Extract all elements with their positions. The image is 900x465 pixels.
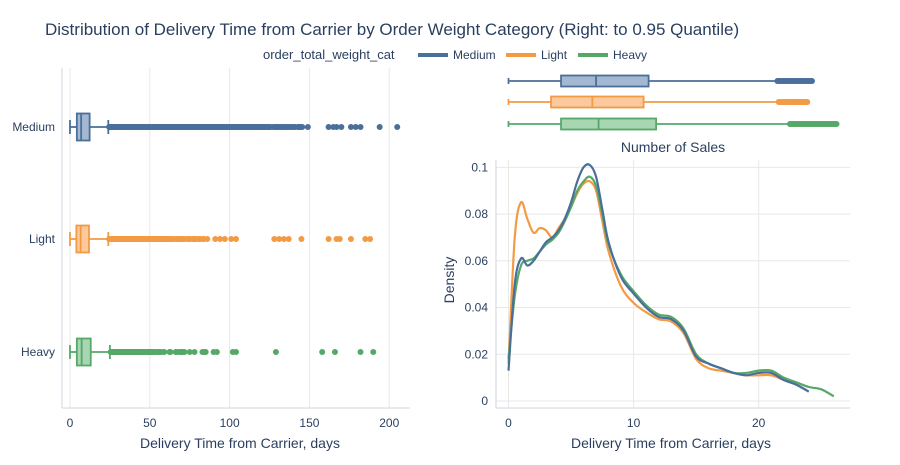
outlier-point [357,349,364,355]
y-tick-label: 0.08 [465,207,489,221]
outlier-point [204,236,211,242]
outlier-point [376,124,383,130]
outlier-point [233,349,239,355]
outlier-point [370,349,377,355]
x-tick-label: 0 [67,416,74,430]
outlier-point [272,349,279,355]
outlier-point [336,236,343,242]
outlier-point [285,236,292,242]
y-axis-title: Density [441,257,457,304]
outlier-point [367,236,374,242]
outlier-point [347,124,354,130]
marginal-box-heavy [507,117,840,131]
outlier-point [181,349,188,355]
y-tick-label: Medium [12,120,55,134]
subplot-title: Number of Sales [621,139,725,155]
legend-label: Light [541,48,568,62]
outlier-point [325,236,332,242]
chart-title: Distribution of Delivery Time from Carri… [45,20,739,39]
marginal-box-plot-panel [507,74,840,131]
legend-title: order_total_weight_cat [263,47,395,62]
y-tick-label: Heavy [21,345,55,359]
legend-item-light[interactable]: Light [506,48,568,62]
x-axis-title: Delivery Time from Carrier, days [571,435,771,451]
y-tick-label: 0.04 [465,301,489,315]
outlier-point [304,124,311,130]
iqr-box [75,224,90,254]
y-tick-label: Light [29,232,56,246]
marginal-box-medium [507,74,815,88]
iqr-box [560,74,650,88]
x-tick-label: 150 [299,416,319,430]
x-tick-label: 0 [505,416,512,430]
legend[interactable]: order_total_weight_cat Medium Light Heavy [263,47,647,62]
iqr-box [560,117,658,131]
outlier-point [186,349,193,355]
outlier-point [808,78,815,84]
outlier-point [338,124,345,130]
outlier-point [804,99,811,105]
y-tick-label: 0 [481,394,488,408]
density-line-medium [507,163,810,393]
outlier-point [161,349,168,355]
x-tick-label: 50 [143,416,157,430]
outlier-point [276,236,283,242]
outlier-point [202,349,209,355]
outlier-point [298,236,305,242]
y-tick-label: 0.02 [465,347,489,361]
legend-item-heavy[interactable]: Heavy [578,48,647,62]
x-tick-label: 100 [220,416,240,430]
outlier-point [833,121,840,127]
box-light: Light [29,224,374,254]
y-tick-label: 0.1 [471,160,488,174]
outlier-point [362,236,369,242]
outlier-point [280,236,287,242]
outlier-point [167,349,174,355]
box-heavy: Heavy [21,337,377,367]
legend-label: Heavy [613,48,647,62]
iqr-box [75,112,91,142]
outlier-point [221,236,228,242]
outlier-point [325,124,332,130]
outlier-point [347,236,354,242]
outlier-point [352,124,359,130]
outlier-point [331,349,338,355]
outlier-point [191,349,198,355]
x-axis-title: Delivery Time from Carrier, days [140,435,340,451]
x-tick-label: 10 [627,416,641,430]
box-medium: Medium [12,112,401,142]
y-tick-label: 0.06 [465,254,489,268]
outlier-point [213,349,220,355]
legend-label: Medium [453,48,496,62]
x-tick-label: 200 [379,416,399,430]
outlier-point [233,236,239,242]
marginal-box-light [507,95,811,109]
outlier-point [228,236,235,242]
outlier-point [333,124,340,130]
outlier-point [217,236,224,242]
iqr-box [550,95,645,109]
iqr-box [75,337,92,367]
outlier-point [357,124,364,130]
legend-item-medium[interactable]: Medium [418,48,496,62]
outlier-point [299,124,306,130]
outlier-point [271,236,278,242]
outlier-point [212,236,219,242]
density-line-heavy [507,175,835,398]
x-tick-label: 20 [752,416,766,430]
outlier-point [319,349,326,355]
density-plot-panel: Number of Sales 0 10 20 0 0.02 0.04 0.06 0.08 0.1… [441,139,850,451]
density-line-light [507,179,810,393]
box-plot-panel: 0 50 100 150 200 Delivery Time from Carrier, … [12,68,410,451]
outlier-point [394,124,401,130]
